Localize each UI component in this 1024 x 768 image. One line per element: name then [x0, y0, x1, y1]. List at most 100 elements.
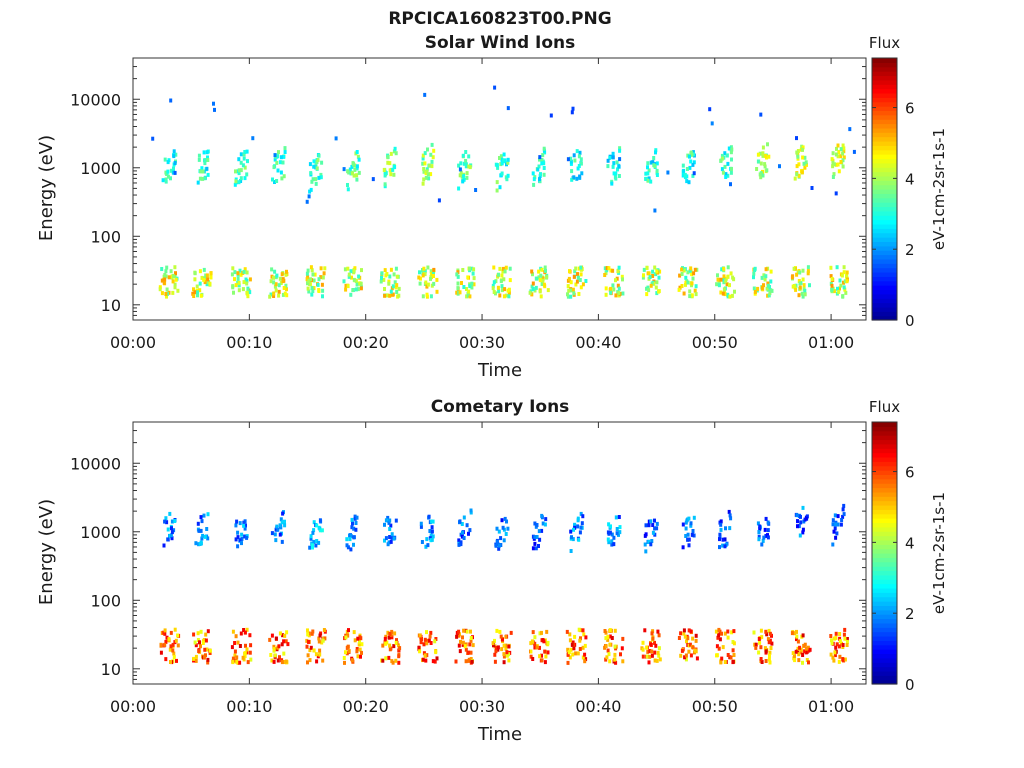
x-axis-ticks: 00:00 00:10 00:20 00:30 00:40 00:50 01:00: [110, 58, 854, 352]
heatmap-cell: [756, 152, 760, 157]
heatmap-cell: [285, 287, 288, 292]
heatmap-cell: [468, 165, 472, 170]
heatmap-cell: [309, 536, 313, 541]
heatmap-cell: [716, 273, 719, 278]
heatmap-cell: [469, 638, 473, 643]
heatmap-cell: [617, 265, 621, 270]
heatmap-cell: [388, 631, 392, 636]
heatmap-cell: [237, 171, 241, 176]
heatmap-cell: [730, 157, 733, 162]
heatmap-cell: [534, 546, 538, 551]
heatmap-cell: [730, 293, 734, 298]
heatmap-cell: [233, 641, 237, 645]
y-tick-label: 10000: [70, 454, 121, 473]
heatmap-cell: [426, 172, 430, 177]
heatmap-cell: [573, 634, 577, 639]
heatmap-cell: [796, 639, 800, 644]
heatmap-cell: [495, 628, 499, 633]
heatmap-cell: [719, 660, 723, 665]
heatmap-cell: [533, 635, 537, 640]
heatmap-cell: [653, 208, 657, 213]
heatmap-cell: [611, 268, 615, 273]
heatmap-cell: [167, 275, 171, 280]
heatmap-cell: [245, 627, 249, 632]
heatmap-cell: [353, 516, 357, 521]
heatmap-cell: [239, 168, 243, 173]
heatmap-cell: [842, 512, 846, 517]
colorbar-segment: [872, 422, 897, 427]
colorbar-segment: [872, 193, 897, 199]
heatmap-cell: [354, 527, 358, 532]
heatmap-cell: [538, 177, 541, 182]
heatmap-cell: [568, 632, 572, 637]
heatmap-cell: [310, 179, 314, 184]
colorbar-segment: [872, 548, 897, 554]
heatmap-cell: [692, 271, 696, 276]
heatmap-cell: [830, 638, 833, 643]
heatmap-cell: [831, 160, 835, 165]
colorbar-segment: [872, 171, 897, 177]
heatmap-cell: [199, 540, 203, 545]
heatmap-cell: [427, 163, 431, 168]
heatmap-cell: [387, 635, 391, 640]
heatmap-cell: [171, 648, 175, 653]
plot-frame: [132, 421, 867, 685]
heatmap-cell: [507, 652, 511, 657]
heatmap-cell: [793, 631, 797, 636]
colorbar-segment: [872, 315, 897, 321]
heatmap-cell: [241, 163, 245, 168]
heatmap-cell: [160, 278, 164, 283]
heatmap-cell: [568, 655, 572, 660]
heatmap-cell: [798, 285, 802, 290]
heatmap-cell: [495, 188, 499, 193]
heatmap-cell: [537, 269, 541, 274]
heatmap-cell: [237, 157, 241, 162]
heatmap-cell: [384, 641, 388, 646]
heatmap-cell: [610, 532, 614, 537]
heatmap-cell: [493, 638, 496, 643]
y-tick-label: 10: [101, 296, 121, 315]
heatmap-cell: [176, 643, 180, 648]
heatmap-cell: [501, 266, 505, 271]
heatmap-cell: [542, 161, 546, 166]
heatmap-cell: [607, 266, 611, 271]
heatmap-cell: [544, 268, 547, 273]
heatmap-cell: [245, 172, 249, 177]
heatmap-cell: [652, 281, 656, 286]
heatmap-cell: [810, 186, 814, 190]
heatmap-cell: [461, 642, 465, 647]
colorbar-segment: [872, 88, 897, 94]
heatmap-cell: [691, 645, 695, 650]
heatmap-cell: [379, 279, 383, 284]
heatmap-cell: [429, 172, 433, 177]
heatmap-cell: [234, 169, 237, 174]
heatmap-cell: [384, 536, 388, 541]
heatmap-cell: [758, 640, 762, 645]
heatmap-cell: [458, 649, 462, 654]
heatmap-cell: [686, 537, 690, 542]
heatmap-cell: [204, 632, 208, 637]
heatmap-cell: [801, 633, 805, 638]
heatmap-cell: [642, 273, 645, 278]
heatmap-cell: [759, 161, 763, 166]
heatmap-cell: [277, 150, 280, 155]
heatmap-cell: [532, 182, 536, 187]
heatmap-cell: [306, 281, 309, 286]
heatmap-cell: [467, 658, 471, 663]
heatmap-cell: [427, 514, 431, 519]
heatmap-cell: [209, 271, 213, 276]
heatmap-cell: [359, 281, 363, 286]
heatmap-cell: [656, 629, 660, 634]
heatmap-cell: [199, 293, 203, 298]
heatmap-cell: [766, 535, 770, 540]
heatmap-cell: [694, 638, 698, 643]
heatmap-cell: [729, 182, 732, 187]
heatmap-cell: [529, 641, 533, 646]
heatmap-cell: [763, 164, 767, 169]
heatmap-cell: [272, 644, 276, 649]
heatmap-cell: [468, 528, 472, 533]
heatmap-cell: [459, 161, 463, 166]
heatmap-cell: [506, 160, 510, 165]
heatmap-cell: [616, 167, 619, 172]
